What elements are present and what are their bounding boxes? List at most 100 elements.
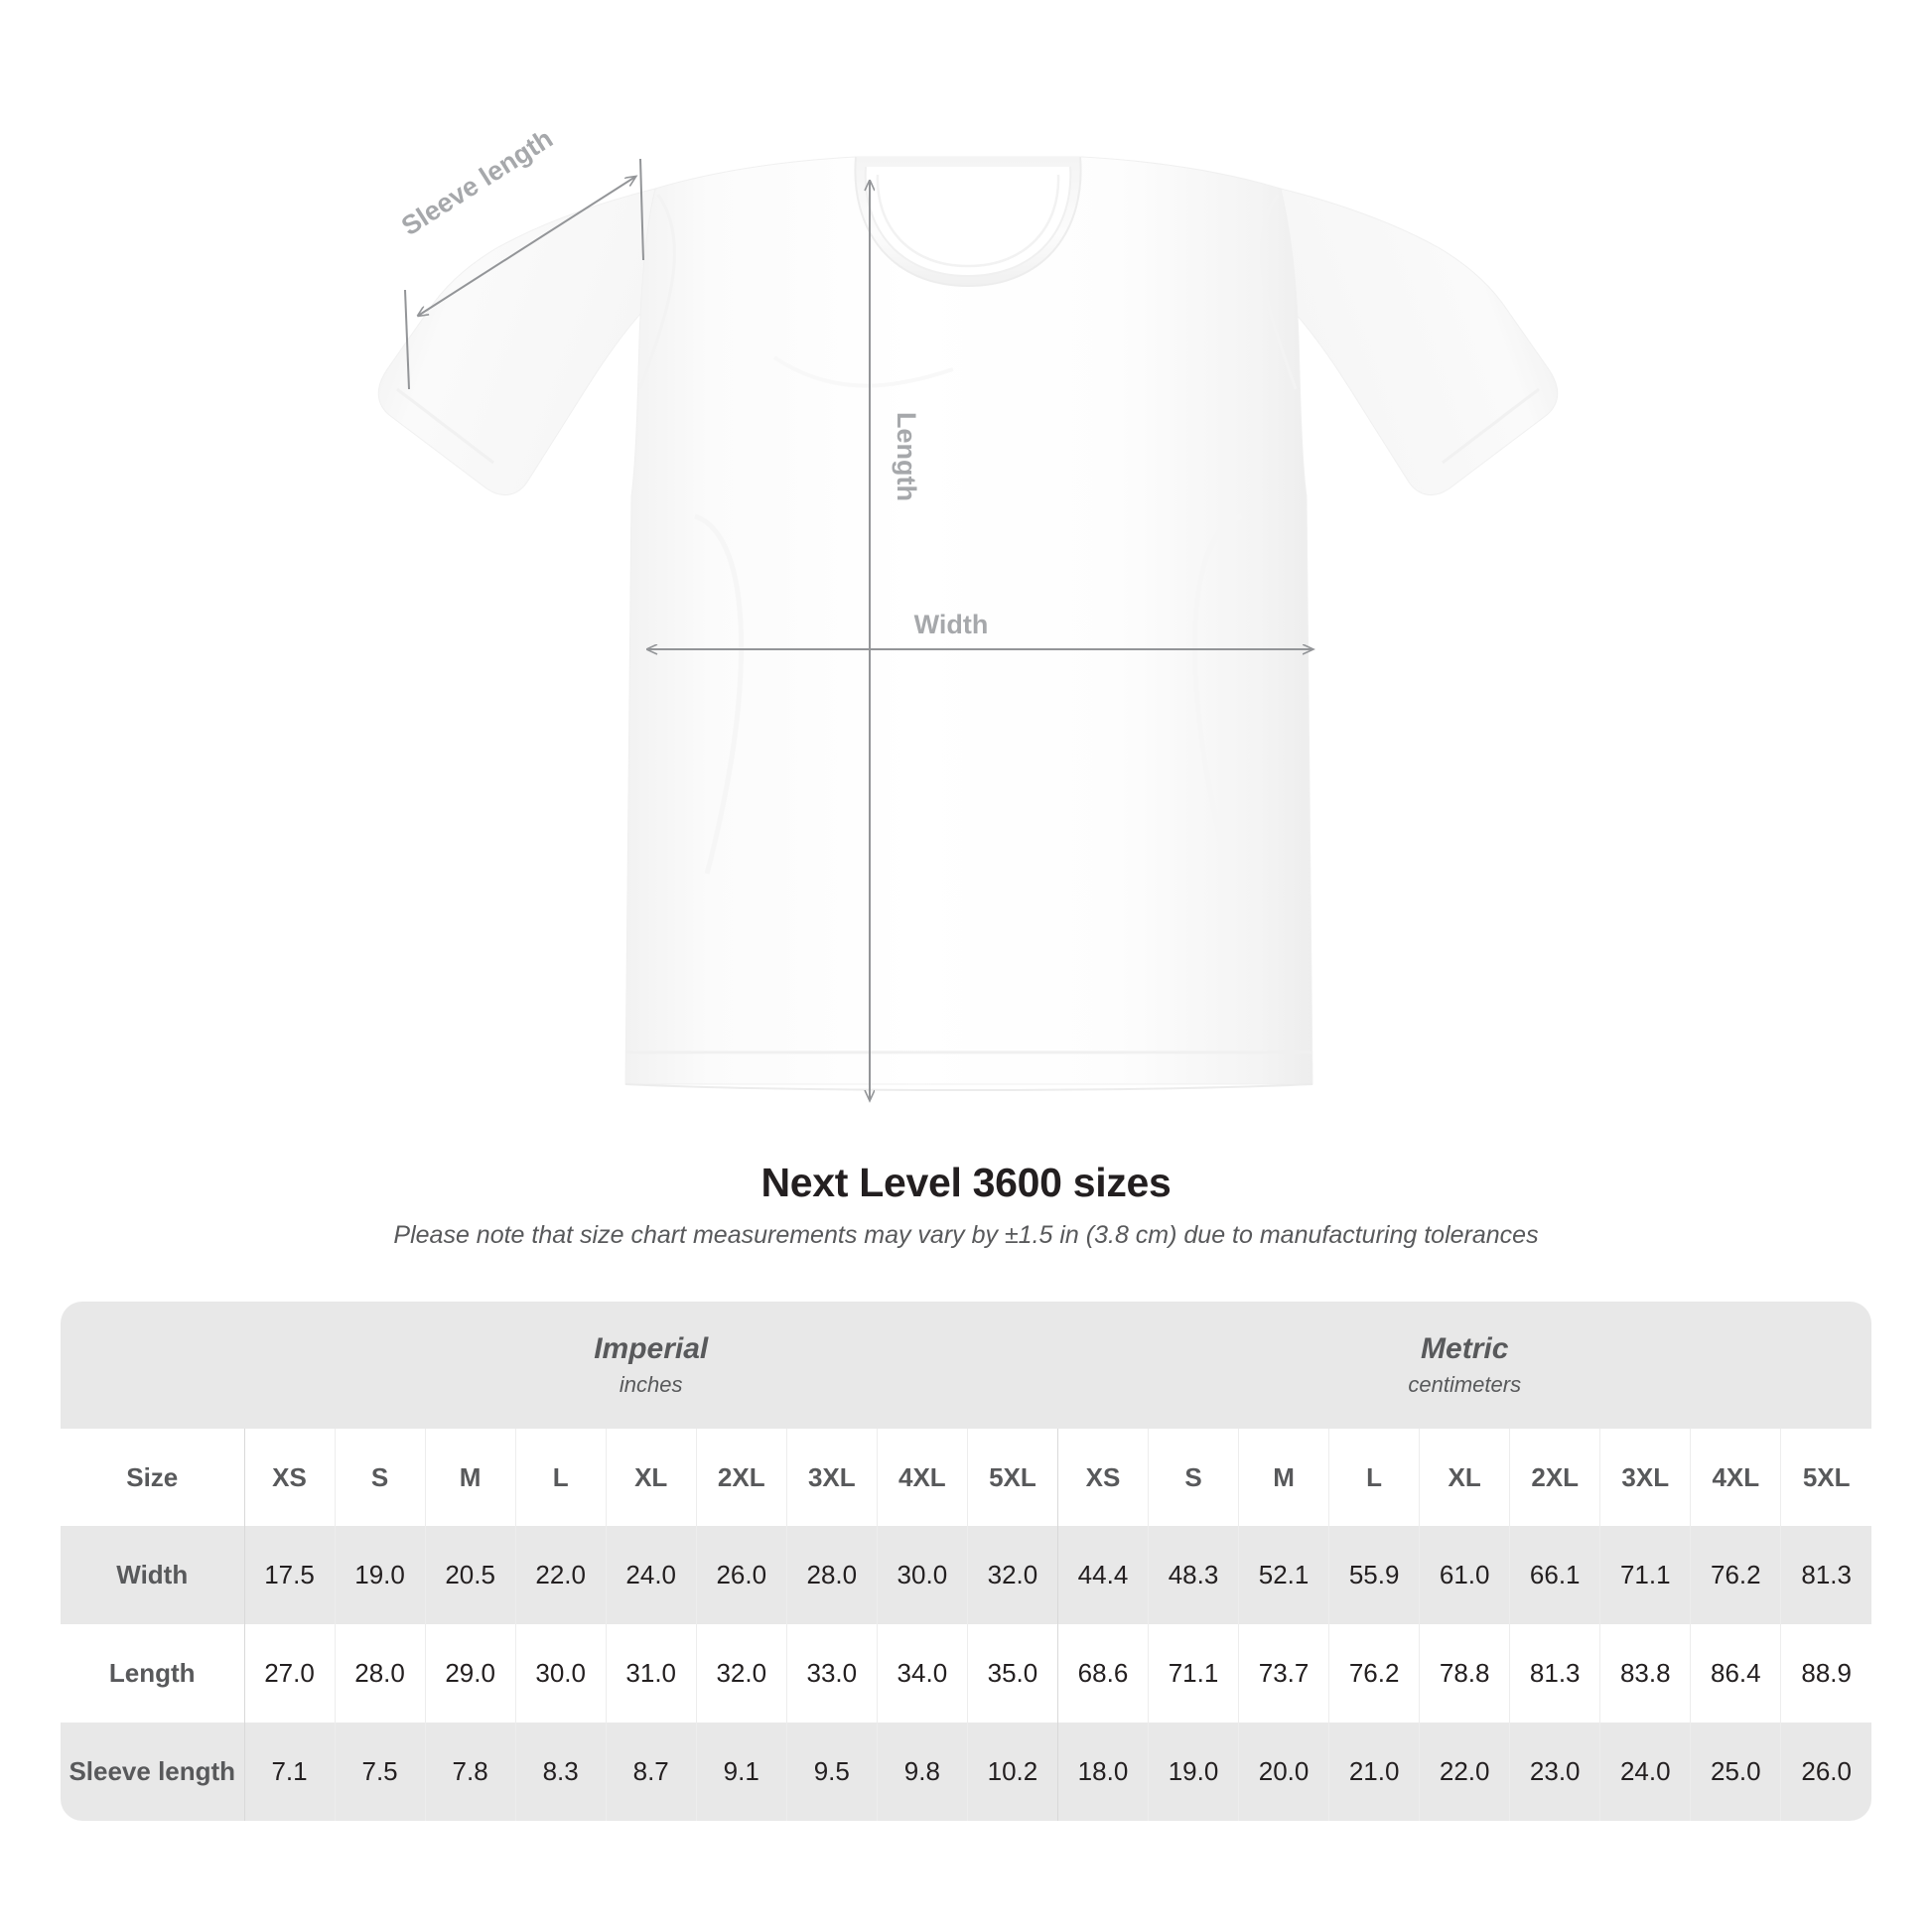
unit-group-row: Imperial inches Metric centimeters (61, 1302, 1871, 1429)
cell-sleeve-length-metric-m: 20.0 (1238, 1723, 1329, 1821)
cell-width-metric-4xl: 76.2 (1690, 1526, 1781, 1624)
cell-length-metric-5xl: 88.9 (1780, 1624, 1871, 1723)
length-dimension: Length (870, 181, 921, 1100)
chart-header: Next Level 3600 sizes Please note that s… (0, 1160, 1932, 1250)
cell-width-imperial-xl: 24.0 (605, 1526, 697, 1624)
cell-width-imperial-5xl: 32.0 (966, 1526, 1058, 1624)
size-header-metric-xs: XS (1056, 1429, 1149, 1526)
table-row: Width 17.5 19.0 20.5 22.0 24.0 26.0 28.0 30.0 32.… (61, 1526, 1871, 1624)
size-header-imperial-xl: XL (605, 1429, 697, 1526)
cell-length-metric-3xl: 83.8 (1599, 1624, 1691, 1723)
cell-length-metric-l: 76.2 (1328, 1624, 1420, 1723)
cell-width-metric-l: 55.9 (1328, 1526, 1420, 1624)
cell-length-imperial-4xl: 34.0 (876, 1624, 968, 1723)
table-row: Sleeve length 7.1 7.5 7.8 8.3 8.7 9.1 9.5 9.8 10.… (61, 1723, 1871, 1821)
cell-width-imperial-m: 20.5 (424, 1526, 516, 1624)
unit-group-unit: inches (619, 1372, 683, 1398)
cell-sleeve-length-metric-xl: 22.0 (1419, 1723, 1510, 1821)
unit-row-spacer (61, 1302, 244, 1429)
cell-width-metric-5xl: 81.3 (1780, 1526, 1871, 1624)
cell-width-imperial-4xl: 30.0 (876, 1526, 968, 1624)
size-header-imperial-xs: XS (243, 1429, 336, 1526)
unit-group-metric: Metric centimeters (1057, 1302, 1871, 1429)
page-title: Next Level 3600 sizes (760, 1160, 1172, 1205)
size-header-imperial-l: L (514, 1429, 607, 1526)
tshirt-diagram: Sleeve length Length Width (377, 123, 1559, 1152)
cell-sleeve-length-imperial-m: 7.8 (424, 1723, 516, 1821)
unit-group-name: Imperial (594, 1332, 709, 1366)
cell-length-metric-4xl: 86.4 (1690, 1624, 1781, 1723)
size-header-metric-xl: XL (1419, 1429, 1510, 1526)
cell-length-imperial-m: 29.0 (424, 1624, 516, 1723)
cell-sleeve-length-imperial-2xl: 9.1 (695, 1723, 787, 1821)
cell-sleeve-length-metric-s: 19.0 (1147, 1723, 1239, 1821)
cell-sleeve-length-imperial-4xl: 9.8 (876, 1723, 968, 1821)
cell-length-imperial-s: 28.0 (334, 1624, 426, 1723)
sleeve-length-label: Sleeve length (396, 123, 558, 241)
cell-length-metric-xl: 78.8 (1419, 1624, 1510, 1723)
size-header-imperial-4xl: 4XL (876, 1429, 968, 1526)
cell-width-metric-3xl: 71.1 (1599, 1526, 1691, 1624)
cell-width-imperial-xs: 17.5 (243, 1526, 336, 1624)
size-header-imperial-2xl: 2XL (695, 1429, 787, 1526)
unit-group-imperial: Imperial inches (244, 1302, 1058, 1429)
cell-length-metric-s: 71.1 (1147, 1624, 1239, 1723)
cell-length-metric-2xl: 81.3 (1509, 1624, 1600, 1723)
cell-length-imperial-2xl: 32.0 (695, 1624, 787, 1723)
size-header-metric-l: L (1328, 1429, 1420, 1526)
cell-sleeve-length-imperial-xs: 7.1 (243, 1723, 336, 1821)
cell-length-imperial-xs: 27.0 (243, 1624, 336, 1723)
cell-sleeve-length-metric-l: 21.0 (1328, 1723, 1420, 1821)
length-label: Length (892, 412, 921, 501)
size-header-imperial-s: S (334, 1429, 426, 1526)
cell-length-imperial-5xl: 35.0 (966, 1624, 1058, 1723)
cell-width-metric-2xl: 66.1 (1509, 1526, 1600, 1624)
table-row: Length 27.0 28.0 29.0 30.0 31.0 32.0 33.0 34.0 35… (61, 1624, 1871, 1723)
width-dimension: Width (647, 610, 1312, 649)
cell-width-metric-s: 48.3 (1147, 1526, 1239, 1624)
unit-group-name: Metric (1421, 1332, 1509, 1366)
cell-sleeve-length-imperial-s: 7.5 (334, 1723, 426, 1821)
size-header-metric-4xl: 4XL (1690, 1429, 1781, 1526)
cell-length-metric-xs: 68.6 (1056, 1624, 1149, 1723)
tshirt-artwork (377, 156, 1559, 1091)
cell-sleeve-length-imperial-l: 8.3 (514, 1723, 607, 1821)
cell-sleeve-length-imperial-3xl: 9.5 (785, 1723, 878, 1821)
cell-sleeve-length-imperial-5xl: 10.2 (966, 1723, 1058, 1821)
tolerance-note: Please note that size chart measurements… (393, 1221, 1539, 1250)
cell-sleeve-length-metric-4xl: 25.0 (1690, 1723, 1781, 1821)
cell-sleeve-length-metric-5xl: 26.0 (1780, 1723, 1871, 1821)
unit-group-unit: centimeters (1408, 1372, 1522, 1398)
cell-sleeve-length-imperial-xl: 8.7 (605, 1723, 697, 1821)
size-header-metric-5xl: 5XL (1780, 1429, 1871, 1526)
cell-length-imperial-xl: 31.0 (605, 1624, 697, 1723)
size-header-metric-3xl: 3XL (1599, 1429, 1691, 1526)
cell-width-imperial-l: 22.0 (514, 1526, 607, 1624)
size-table: Imperial inches Metric centimeters Size XS S M L… (61, 1302, 1871, 1821)
row-header-length: Length (61, 1624, 244, 1723)
size-header-metric-2xl: 2XL (1509, 1429, 1600, 1526)
size-table-container: Imperial inches Metric centimeters Size XS S M L… (61, 1302, 1871, 1821)
cell-width-metric-xl: 61.0 (1419, 1526, 1510, 1624)
row-header-size: Size (61, 1429, 244, 1526)
cell-sleeve-length-metric-xs: 18.0 (1056, 1723, 1149, 1821)
cell-length-metric-m: 73.7 (1238, 1624, 1329, 1723)
cell-width-imperial-3xl: 28.0 (785, 1526, 878, 1624)
cell-width-imperial-s: 19.0 (334, 1526, 426, 1624)
row-header-sleeve-length: Sleeve length (61, 1723, 244, 1821)
cell-width-metric-xs: 44.4 (1056, 1526, 1149, 1624)
cell-width-metric-m: 52.1 (1238, 1526, 1329, 1624)
size-header-imperial-3xl: 3XL (785, 1429, 878, 1526)
size-header-metric-m: M (1238, 1429, 1329, 1526)
cell-width-imperial-2xl: 26.0 (695, 1526, 787, 1624)
cell-sleeve-length-metric-3xl: 24.0 (1599, 1723, 1691, 1821)
size-header-metric-s: S (1147, 1429, 1239, 1526)
size-header-imperial-5xl: 5XL (966, 1429, 1058, 1526)
cell-length-imperial-l: 30.0 (514, 1624, 607, 1723)
cell-length-imperial-3xl: 33.0 (785, 1624, 878, 1723)
width-label: Width (914, 610, 989, 639)
size-header-row: Size XS S M L XL 2XL 3XL 4XL 5XL XS S M L XL 2XL 3XL 4XL 5… (61, 1429, 1871, 1526)
size-header-imperial-m: M (424, 1429, 516, 1526)
row-header-width: Width (61, 1526, 244, 1624)
